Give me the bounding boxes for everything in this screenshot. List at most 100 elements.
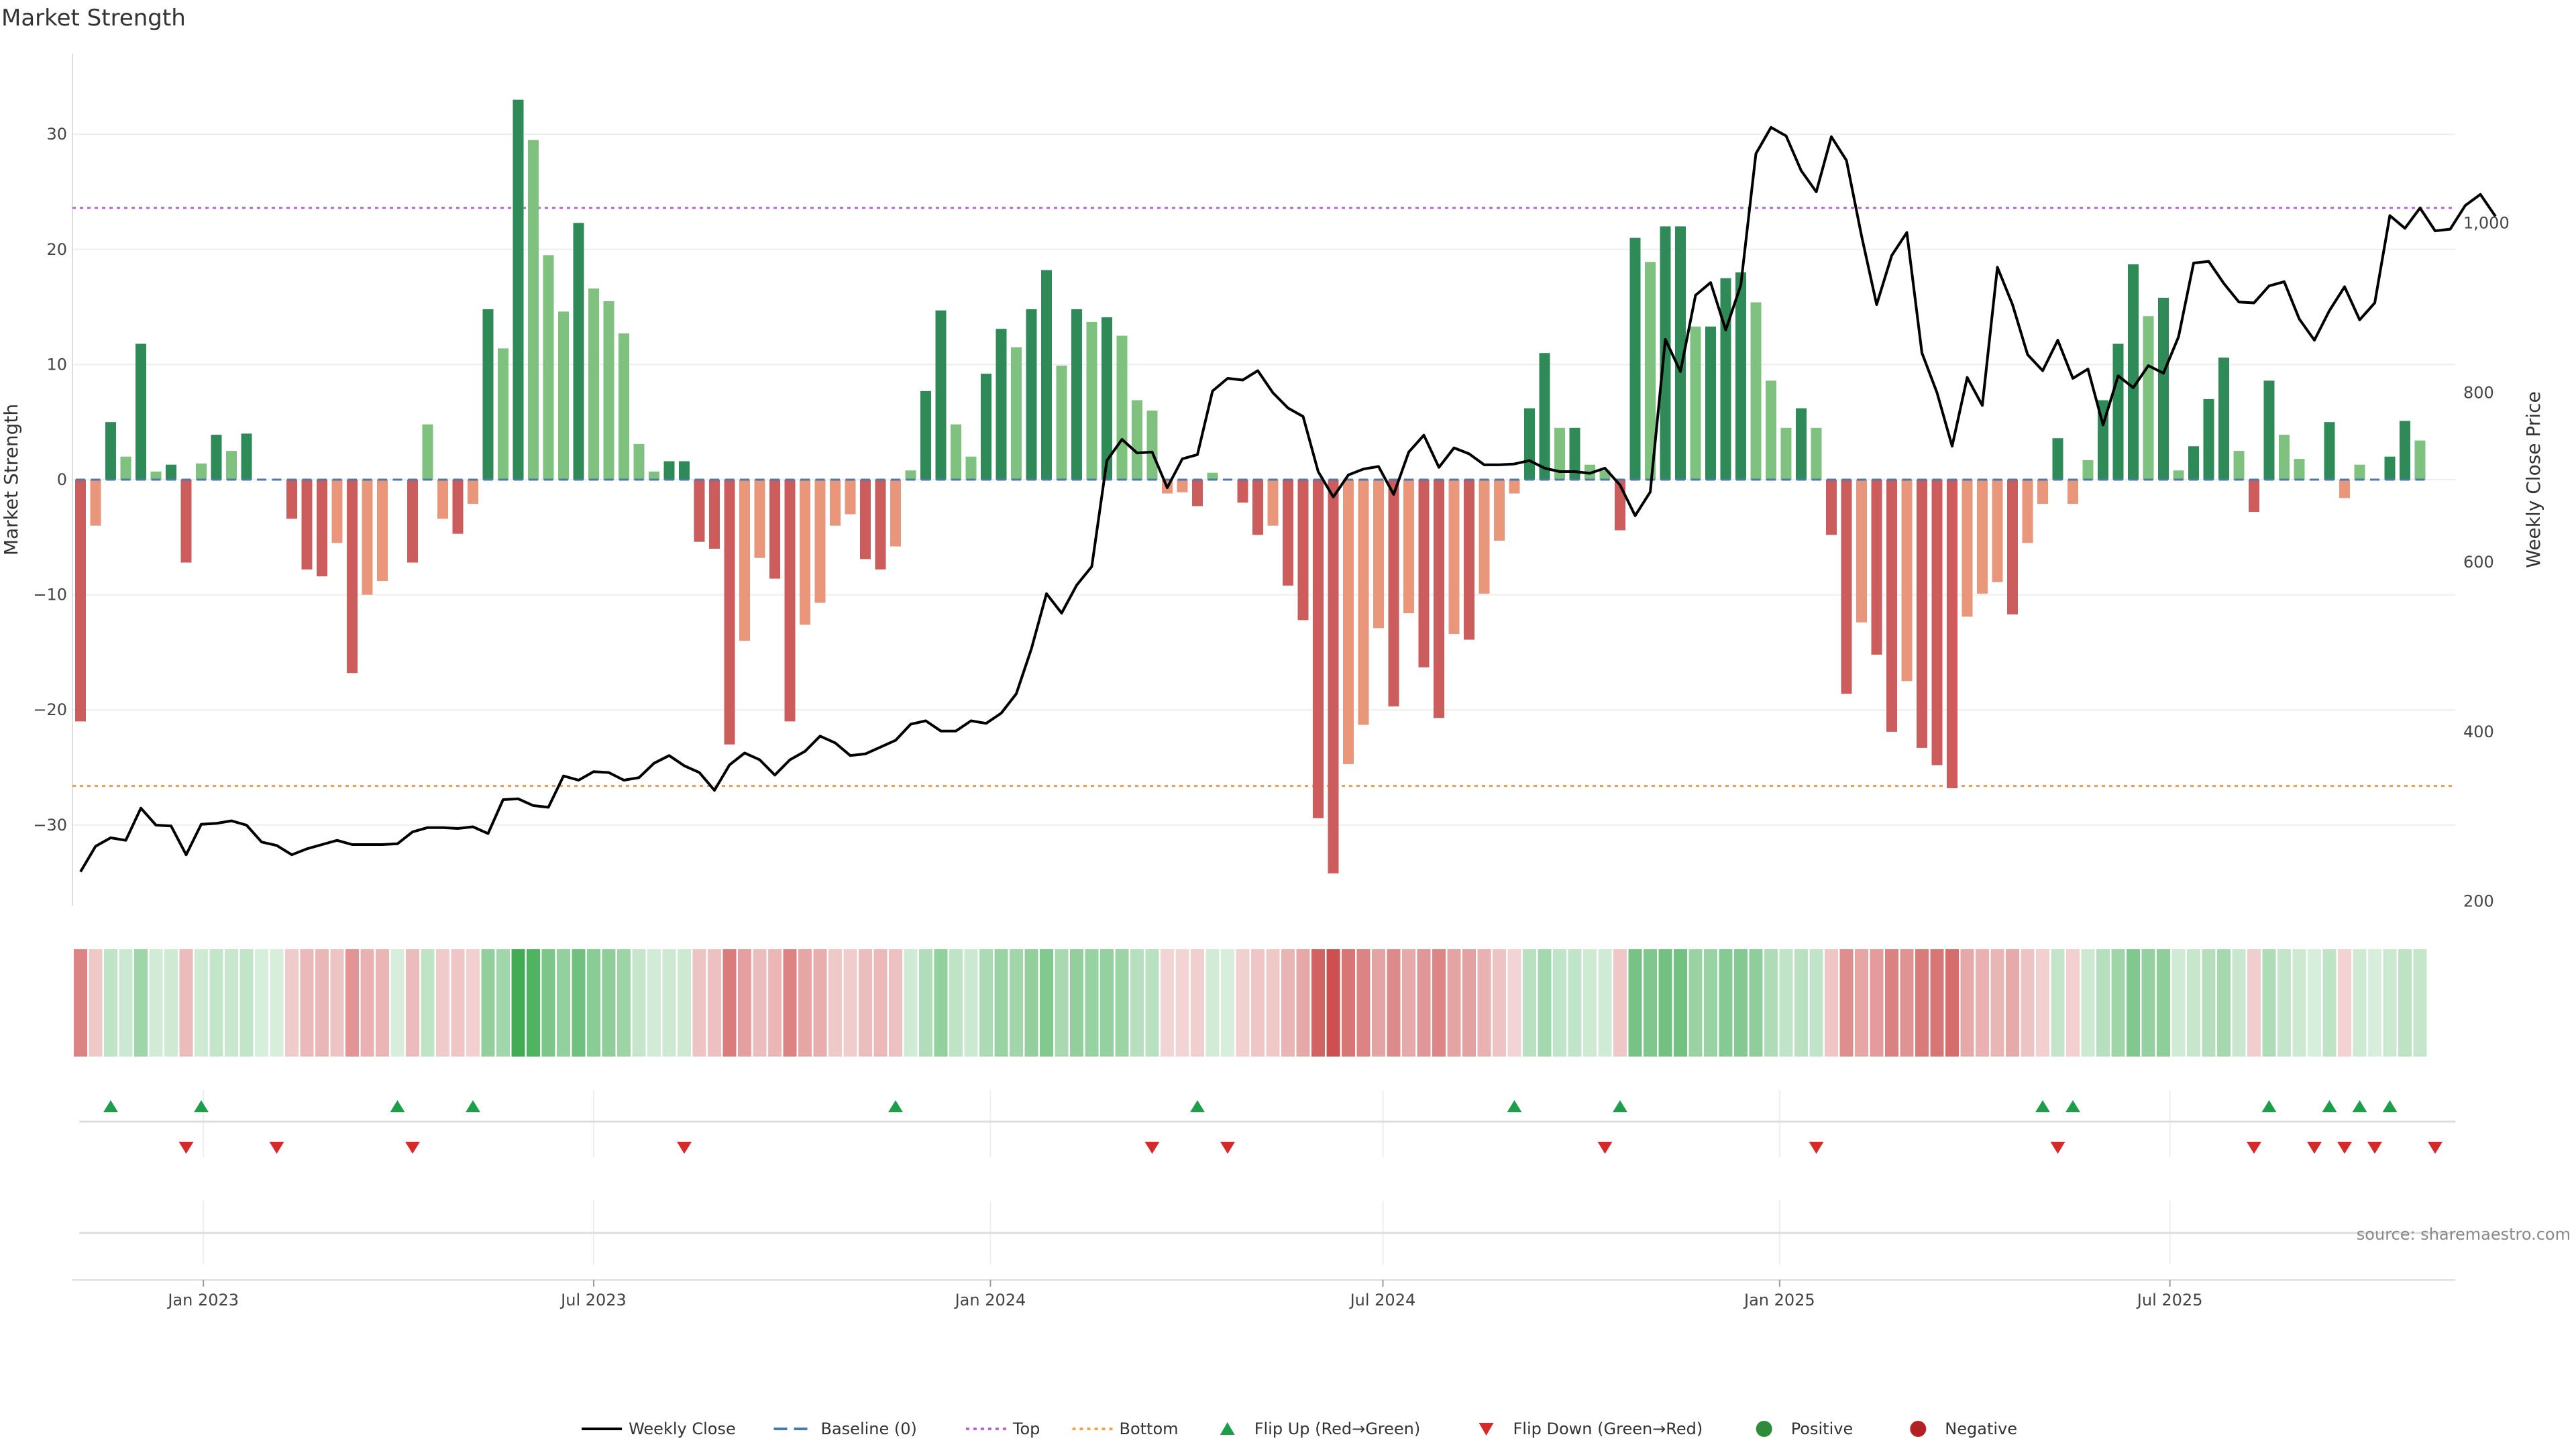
flip-up-marker — [2352, 1100, 2367, 1112]
heat-cell — [1613, 949, 1627, 1057]
strength-bar — [2173, 470, 2184, 480]
heat-cell — [1115, 949, 1129, 1057]
heat-cell — [692, 949, 706, 1057]
strength-bar — [1660, 226, 1671, 480]
strength-bar — [226, 451, 237, 480]
strength-bar — [1071, 309, 1082, 480]
heat-cell — [1658, 949, 1672, 1057]
heat-cell — [300, 949, 314, 1057]
flip-panel-grid — [203, 1090, 2171, 1265]
strength-bar — [1509, 480, 1520, 494]
heat-cell — [1507, 949, 1521, 1057]
strength-bar — [347, 480, 358, 674]
strength-bar — [1237, 480, 1248, 503]
strength-bar — [1554, 427, 1565, 480]
heat-cell — [1764, 949, 1778, 1057]
legend-item: Top — [965, 1419, 1040, 1438]
strength-bar — [694, 480, 705, 542]
heat-cell — [1221, 949, 1234, 1057]
strength-bar — [1871, 480, 1882, 655]
strength-bar — [1434, 480, 1444, 718]
strength-bar — [1947, 480, 1957, 788]
heat-cell — [813, 949, 827, 1057]
heat-cell — [2021, 949, 2035, 1057]
flip-up-marker — [103, 1100, 118, 1112]
heat-cell — [149, 949, 163, 1057]
heat-cell — [2383, 949, 2397, 1057]
heat-cell — [1779, 949, 1793, 1057]
strength-bar — [528, 140, 539, 480]
legend-label: Baseline (0) — [821, 1419, 917, 1438]
strength-bar — [1448, 480, 1460, 634]
flip-up-marker — [2261, 1100, 2277, 1112]
heat-cell — [2247, 949, 2261, 1057]
weekly-close-line — [79, 125, 2497, 873]
strength-bar — [1177, 480, 1188, 492]
strength-bar — [196, 463, 207, 480]
strength-bar — [739, 480, 750, 641]
heat-cell — [195, 949, 208, 1057]
flip-up-marker — [1613, 1100, 1627, 1112]
heat-cell — [270, 949, 284, 1057]
x-tick-label: Jul 2024 — [1349, 1291, 1416, 1309]
legend-label: Bottom — [1120, 1419, 1179, 1438]
heat-cell — [1432, 949, 1446, 1057]
strength-bar — [2294, 459, 2305, 480]
flip-up-marker — [1190, 1100, 1205, 1112]
strength-bar — [1886, 480, 1897, 732]
strength-bar — [105, 422, 116, 480]
heat-cell — [511, 949, 525, 1057]
strength-bar — [1418, 480, 1430, 667]
strength-bar — [2037, 480, 2048, 504]
heat-cell — [904, 949, 918, 1057]
heat-cell — [1855, 949, 1868, 1057]
strength-bar — [649, 471, 659, 480]
strength-bar — [633, 443, 645, 480]
flip-up-marker — [2322, 1100, 2337, 1112]
strength-bar — [317, 480, 327, 577]
heat-cell — [255, 949, 268, 1057]
left-tick-label: 10 — [46, 355, 67, 374]
heat-cell — [541, 949, 555, 1057]
strength-bar — [2068, 480, 2078, 504]
heat-cell — [783, 949, 797, 1057]
heat-cell — [1644, 949, 1657, 1057]
heat-cell — [768, 949, 782, 1057]
strength-bar — [1524, 408, 1535, 480]
strength-bars — [75, 99, 2426, 873]
heat-cell — [1311, 949, 1325, 1057]
heat-cell — [1990, 949, 2004, 1057]
heat-cell — [481, 949, 495, 1057]
legend-item: Negative — [1910, 1419, 2017, 1438]
heat-cell — [466, 949, 480, 1057]
heat-cell — [1628, 949, 1642, 1057]
strength-bar — [1675, 226, 1686, 480]
strength-bar — [286, 480, 297, 519]
strength-bar — [1856, 480, 1867, 623]
strength-bar — [2249, 480, 2259, 513]
strength-bar — [482, 309, 494, 480]
strength-bar — [1056, 366, 1067, 480]
heat-cell — [527, 949, 540, 1057]
strength-bar — [2354, 464, 2365, 480]
heat-cell — [1553, 949, 1566, 1057]
strength-bar — [1328, 480, 1339, 873]
strength-bar — [1102, 317, 1112, 480]
x-tick-label: Jul 2025 — [2136, 1291, 2203, 1309]
strength-bar — [452, 480, 464, 534]
heat-cell — [1145, 949, 1159, 1057]
heat-cell — [2353, 949, 2367, 1057]
strength-bar — [784, 480, 796, 722]
right-tick-label: 1,000 — [2463, 214, 2510, 233]
strength-bar — [1705, 326, 1716, 480]
heat-cell — [164, 949, 178, 1057]
legend-item: Bottom — [1072, 1419, 1179, 1438]
heat-cell — [1976, 949, 1989, 1057]
heat-cell — [1583, 949, 1597, 1057]
heat-cell — [1070, 949, 1083, 1057]
heat-cell — [1161, 949, 1174, 1057]
legend-item: Baseline (0) — [773, 1419, 917, 1438]
heat-cell — [1251, 949, 1265, 1057]
strength-bar — [1283, 480, 1293, 586]
flip-down-marker — [2428, 1142, 2443, 1154]
